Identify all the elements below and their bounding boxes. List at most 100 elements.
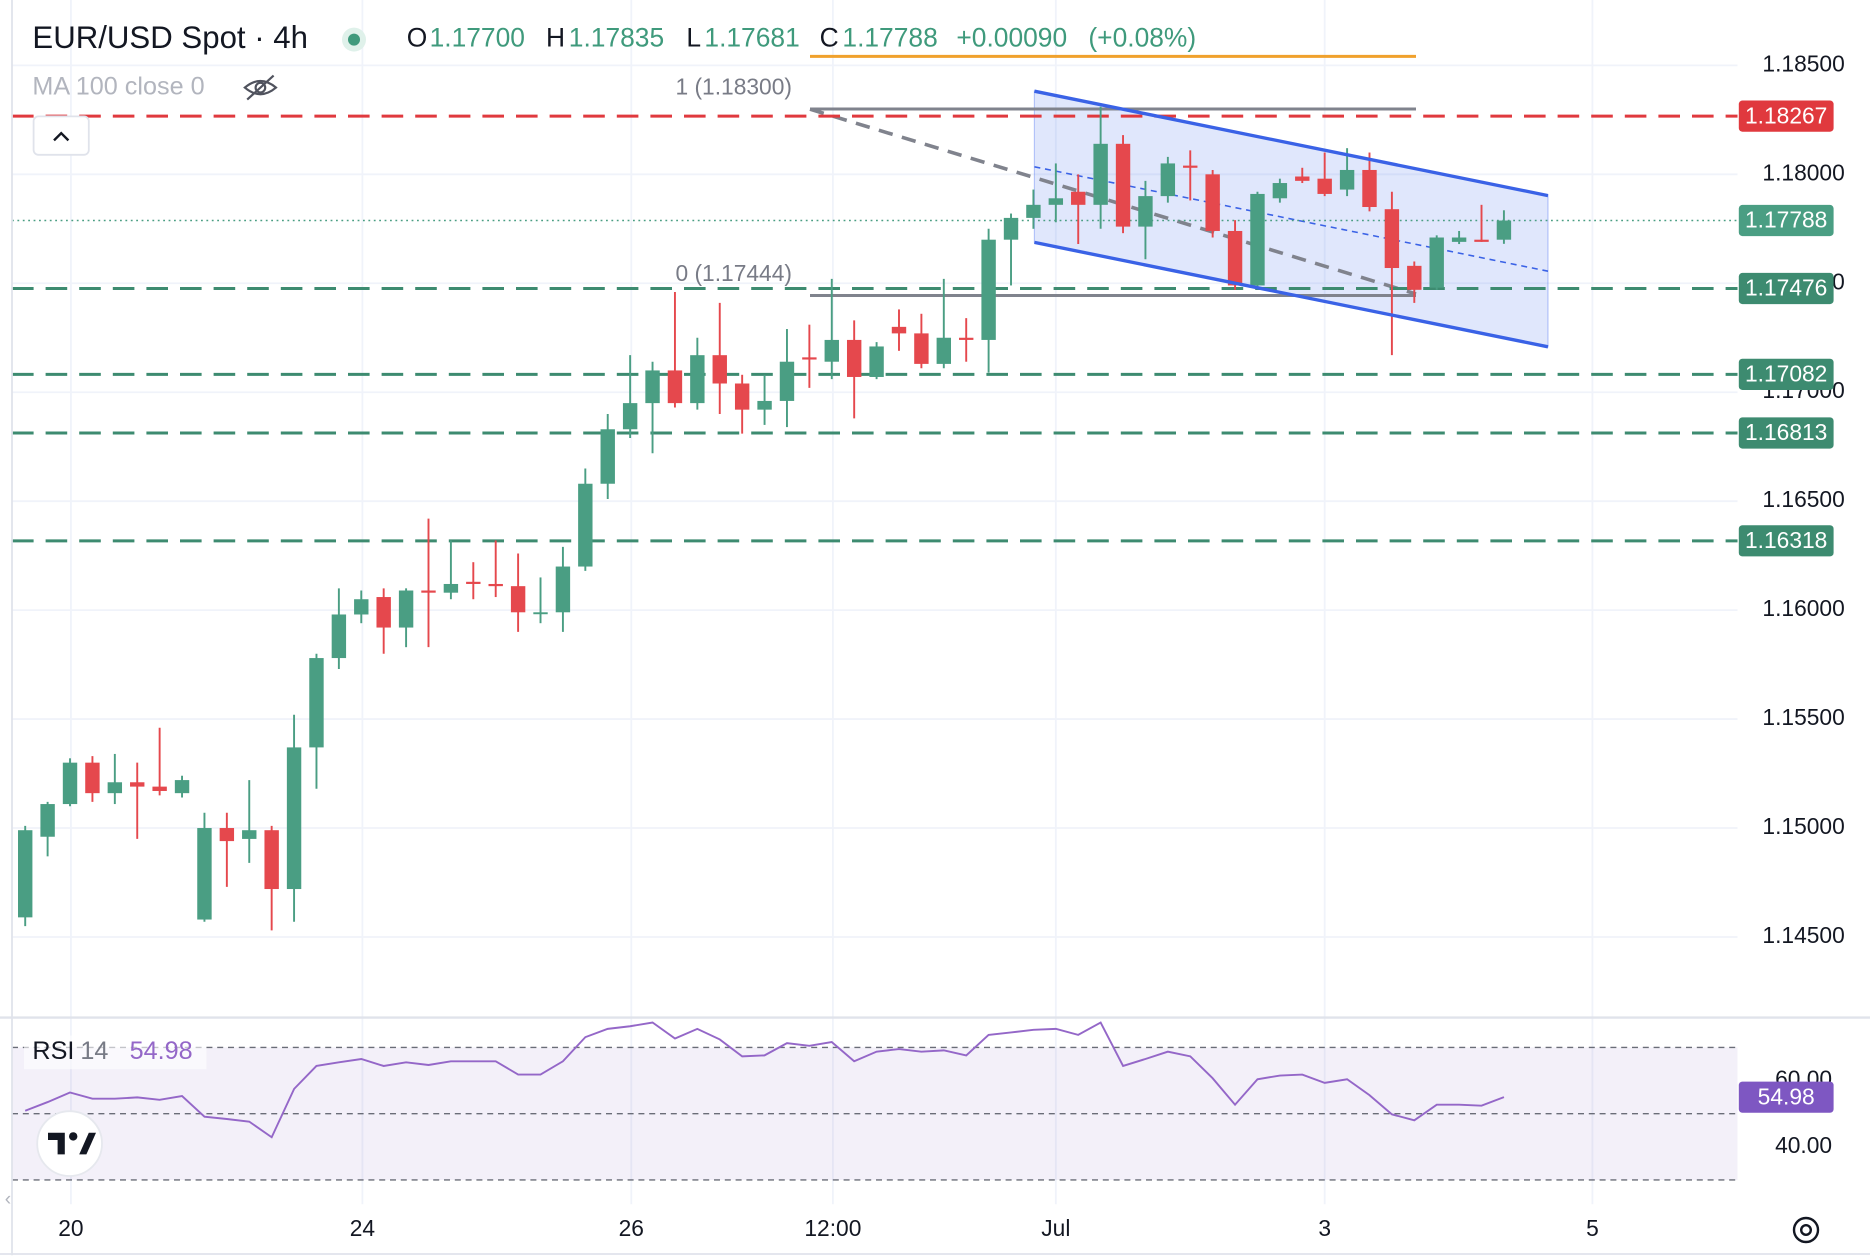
candle-body: [1115, 143, 1131, 227]
level-tag-label: 1.17082: [1745, 361, 1827, 387]
candle-body: [1183, 165, 1198, 168]
level-tag: [1738, 525, 1834, 557]
candle-body: [1026, 204, 1041, 218]
candle-body: [891, 326, 907, 334]
candle-body: [936, 337, 952, 364]
candle-body: [1317, 178, 1332, 194]
level-tag: [1738, 100, 1834, 132]
rsi-band: [12, 1047, 1738, 1180]
candle-body: [1138, 196, 1153, 227]
close-label: C: [820, 23, 839, 53]
candle-body: [62, 762, 78, 805]
open-value: 1.17700: [430, 23, 525, 53]
x-tick-label: 24: [350, 1215, 375, 1241]
candle-body: [331, 614, 347, 659]
tradingview-logo[interactable]: [36, 1110, 103, 1177]
candle-body: [1048, 198, 1064, 205]
candle-body: [18, 830, 33, 918]
low-label: L: [686, 23, 701, 53]
x-tick-label: 12:00: [804, 1215, 861, 1241]
header: EUR/USD Spot · 4h O 1.17700 H 1.17835 L …: [32, 20, 1196, 156]
candle-body: [1003, 217, 1019, 240]
last-price-label: 1.17788: [1745, 207, 1827, 233]
price-axis-bg: [1737, 0, 1870, 1205]
candle-body: [242, 830, 257, 839]
candle-body: [846, 339, 862, 377]
candle-body: [600, 429, 615, 484]
candle-body: [578, 483, 593, 567]
candle-body: [981, 239, 996, 340]
change-percent: (+0.08%): [1088, 23, 1196, 53]
candle-body: [1451, 237, 1467, 242]
candle-body: [1474, 239, 1489, 242]
candle-body: [1362, 169, 1377, 208]
x-tick-label: 26: [619, 1215, 644, 1241]
candle-body: [130, 782, 145, 787]
candle-body: [376, 597, 391, 628]
high-value: 1.17835: [569, 23, 664, 53]
candle-body: [1496, 220, 1512, 240]
grid: [12, 0, 1738, 1205]
candle-body: [734, 383, 750, 410]
candle-body: [398, 590, 414, 628]
candle-body: [443, 583, 459, 593]
candle-body: [869, 346, 884, 377]
candle-body: [174, 780, 190, 794]
hide-icon[interactable]: [243, 74, 278, 101]
level-tag-label: 1.16813: [1745, 419, 1827, 445]
channel-lines: [1034, 89, 1549, 349]
y-tick-label: 1.15500: [1762, 704, 1844, 730]
candle-body: [1160, 163, 1176, 197]
open-label: O: [407, 23, 428, 53]
rsi-length: 14: [80, 1037, 108, 1065]
y-tick-label: 1.16500: [1762, 486, 1844, 512]
levels: [12, 114, 1738, 543]
rsi-line: [24, 1021, 1505, 1139]
x-tick-label: 3: [1318, 1215, 1331, 1241]
level-tag: [1738, 358, 1834, 390]
last-price-tag: [1738, 204, 1834, 237]
candle-body: [645, 370, 660, 404]
candle-body: [1205, 174, 1220, 231]
channel-upper: [1034, 89, 1549, 198]
symbol-title: EUR/USD Spot · 4h: [32, 20, 308, 55]
rsi-value: 54.98: [130, 1037, 193, 1065]
indicator-label: MA 100 close 0: [32, 72, 204, 100]
candle-body: [219, 828, 235, 842]
candle-body: [533, 612, 548, 615]
candle-body: [85, 762, 100, 794]
y-tick-label: 1.14500: [1762, 922, 1844, 948]
collapse-button[interactable]: [32, 115, 90, 156]
candle-body: [1295, 176, 1310, 181]
candle-body: [466, 581, 481, 584]
candle-body: [1227, 230, 1243, 286]
candle-body: [622, 403, 638, 430]
candle-body: [1429, 237, 1444, 288]
settings-icon[interactable]: [1792, 1216, 1820, 1244]
fib-label: 0 (1.17444): [675, 260, 792, 286]
candle-body: [1272, 183, 1288, 199]
candle-body: [555, 566, 571, 613]
level-tag-label: 1.18267: [1745, 102, 1827, 128]
rsi-legend-bg: [24, 1035, 207, 1070]
candle-body: [107, 782, 123, 794]
candle-body: [309, 658, 324, 748]
candle-body: [510, 586, 526, 613]
candle-body: [757, 400, 772, 410]
rsi-legend: RSI 14 54.98: [24, 1035, 207, 1070]
status-dot: [348, 33, 361, 46]
candles: [18, 106, 1512, 931]
x-tick-label: Jul: [1041, 1215, 1070, 1241]
candle-body: [286, 747, 302, 890]
x-tick-label: 20: [58, 1215, 83, 1241]
rsi-tag-label: 54.98: [1758, 1083, 1815, 1109]
rsi-tag: [1738, 1081, 1834, 1113]
candle-body: [802, 357, 817, 360]
channel-lower: [1034, 240, 1549, 349]
scroll-left[interactable]: ‹: [5, 1189, 11, 1210]
y-tick-label: 1.15000: [1762, 813, 1844, 839]
trend-line: [809, 107, 1417, 296]
level-tag: [1738, 272, 1834, 305]
rsi-name: RSI: [32, 1037, 74, 1065]
